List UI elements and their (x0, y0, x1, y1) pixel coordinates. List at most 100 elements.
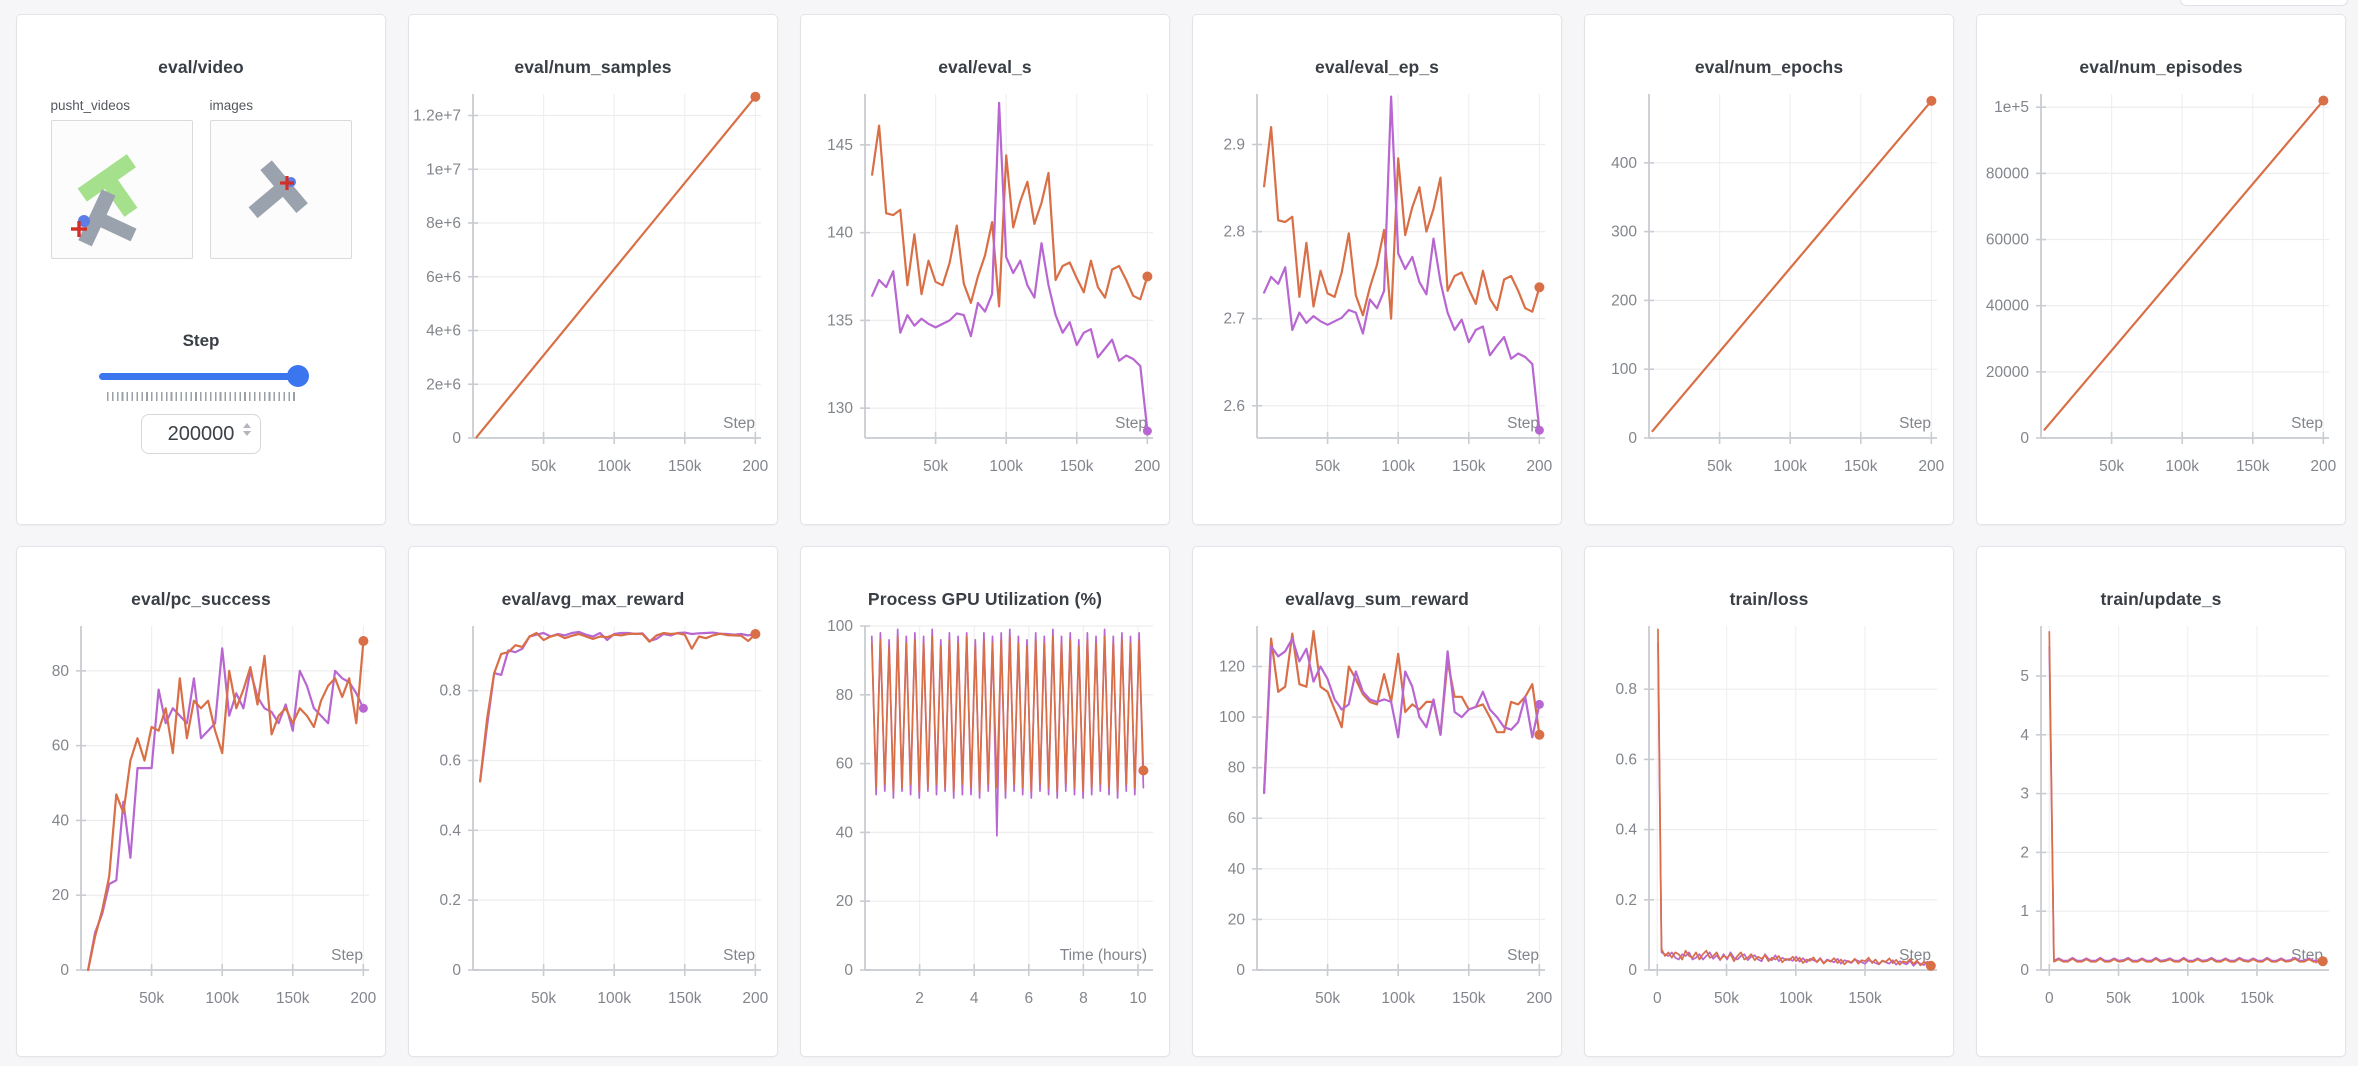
x-tick-label: 50k (1707, 458, 1732, 475)
panel-process-gpu-utilization: Process GPU Utilization (%) 0 20 40 60 80 100… (800, 546, 1170, 1057)
x-tick-label: 50k (2099, 458, 2124, 475)
series-end-dot-orange (358, 636, 369, 646)
x-tick-label: 200 (742, 990, 768, 1007)
x-tick-label: 50k (531, 990, 556, 1007)
pusht-video-thumbnail[interactable] (50, 120, 193, 259)
line-chart[interactable]: 0 20000 40000 60000 80000 1e+5 50k 100k 150k 200 S… (1977, 82, 2345, 507)
images-thumbnail[interactable] (209, 120, 352, 259)
line-chart[interactable]: 0 20 40 60 80 100 2 4 6 8 10 Time (hours) (801, 614, 1169, 1039)
y-tick-label: 20000 (1986, 364, 2029, 381)
x-axis-label: Step (723, 415, 755, 432)
y-tick-label: 8e+6 (426, 215, 461, 232)
y-tick-label: 130 (827, 400, 853, 417)
series-line-purple (478, 630, 757, 783)
chart-svg: 0 20 40 60 80 100 120 50k 100k 150k 200 Step (1219, 626, 1553, 1007)
chart-svg: 0 2e+6 4e+6 6e+6 8e+6 1e+7 1.2e+7 50k 100k 150k 20… (413, 91, 769, 475)
x-tick-label: 200 (1134, 458, 1160, 475)
x-tick-label: 50k (139, 990, 164, 1007)
y-tick-label: 4 (2020, 727, 2029, 744)
series-end-dot-orange (750, 91, 761, 102)
y-tick-label: 2.8 (1223, 224, 1245, 241)
y-tick-label: 40 (836, 824, 854, 841)
slider-track[interactable] (99, 373, 299, 380)
y-tick-label: 0.4 (439, 822, 461, 839)
slider-handle[interactable] (287, 365, 309, 387)
y-tick-label: 40 (52, 812, 70, 829)
x-axis-label: Step (1507, 415, 1539, 432)
series-end-dot-purple (1142, 426, 1152, 436)
series-end-dot-purple (358, 703, 368, 713)
image-block-t-shape (248, 160, 308, 219)
chart-title: eval/eval_s (938, 57, 1032, 77)
chart-title: eval/pc_success (131, 589, 271, 609)
line-chart[interactable]: 0 0.2 0.4 0.6 0.8 0 50k 100k 150k Step (1585, 614, 1953, 1039)
chart-svg: 0 20 40 60 80 50k 100k 150k 200 Step (52, 626, 377, 1007)
x-tick-label: 100k (1773, 458, 1807, 475)
y-tick-label: 80 (836, 687, 854, 704)
x-tick-label: 0 (2045, 990, 2054, 1007)
line-chart[interactable]: 0 1 2 3 4 5 0 50k 100k 150k Step (1977, 614, 2345, 1039)
chart-title: eval/avg_max_reward (501, 589, 685, 609)
panel-train-update-s: train/update_s 0 1 2 3 4 5 0 50k 100k 150k Step (1976, 546, 2346, 1057)
line-chart[interactable]: 0 20 40 60 80 100 120 50k 100k 150k 200 Step (1193, 614, 1561, 1039)
panel-title: eval/video (158, 57, 244, 77)
chart-svg: 0 100 200 300 400 50k 100k 150k 200 Step (1611, 94, 1945, 475)
line-chart[interactable]: 2.6 2.7 2.8 2.9 50k 100k 150k 200 Step (1193, 82, 1561, 507)
y-tick-label: 0.2 (1615, 892, 1637, 909)
panel-eval-num-epochs: eval/num_epochs 0 100 200 300 400 50k 100k 150k… (1584, 14, 1954, 525)
y-tick-label: 1e+7 (426, 161, 461, 178)
x-axis-label: Step (1115, 415, 1147, 432)
x-tick-label: 100k (597, 458, 631, 475)
line-chart[interactable]: 0 100 200 300 400 50k 100k 150k 200 Step (1585, 82, 1953, 507)
y-tick-label: 1.2e+7 (413, 108, 461, 125)
y-tick-label: 60000 (1986, 232, 2029, 249)
x-tick-label: 100k (989, 458, 1023, 475)
y-tick-label: 200 (1611, 292, 1637, 309)
y-tick-label: 80 (52, 663, 70, 680)
y-tick-label: 0.6 (439, 752, 461, 769)
x-tick-label: 6 (1024, 990, 1033, 1007)
panel-eval-pc-success: eval/pc_success 0 20 40 60 80 50k 100k 150k 200 S… (16, 546, 386, 1057)
x-axis-label: Step (1507, 947, 1539, 964)
pusht-agent-dot (77, 215, 90, 227)
pusht-image-frame (248, 160, 308, 219)
step-input[interactable]: 200000 (141, 414, 261, 454)
x-axis-label: Step (1899, 947, 1931, 964)
series-end-dot-orange (1534, 282, 1545, 293)
step-slider-label: Step (182, 331, 220, 350)
series-end-dot-orange (1534, 729, 1545, 740)
x-tick-label: 100k (597, 990, 631, 1007)
x-tick-label: 50k (1315, 990, 1340, 1007)
x-tick-label: 150k (1452, 458, 1486, 475)
y-tick-label: 40000 (1986, 298, 2029, 315)
chart-title: eval/num_episodes (2079, 57, 2243, 77)
x-tick-label: 200 (350, 990, 376, 1007)
step-slider[interactable] (99, 365, 309, 387)
y-tick-label: 2.9 (1223, 137, 1245, 154)
series-line-purple (1657, 642, 1932, 967)
stepper-down-icon[interactable] (243, 431, 251, 436)
panel-eval-video: eval/video pusht_videos (16, 14, 386, 525)
series-line-orange (870, 124, 1149, 308)
series-end-dot-purple (1534, 699, 1544, 709)
stepper-up-icon[interactable] (243, 423, 251, 428)
media-caption: pusht_videos (50, 98, 131, 113)
y-tick-label: 100 (1611, 361, 1637, 378)
x-tick-label: 100k (205, 990, 239, 1007)
x-tick-label: 200 (1526, 458, 1552, 475)
x-tick-label: 50k (1714, 990, 1739, 1007)
panel-eval-avg-sum-reward: eval/avg_sum_reward 0 20 40 60 80 100 120 50k 10… (1192, 546, 1562, 1057)
x-tick-label: 150k (276, 990, 310, 1007)
series-line-orange (2043, 99, 2325, 431)
y-tick-label: 2e+6 (426, 376, 461, 393)
line-chart[interactable]: 0 0.2 0.4 0.6 0.8 50k 100k 150k 200 Step (409, 614, 777, 1039)
line-chart[interactable]: 0 20 40 60 80 50k 100k 150k 200 Step (17, 614, 385, 1039)
x-axis-label: Step (1899, 415, 1931, 432)
series-line-purple (1262, 637, 1541, 794)
chart-title: eval/eval_ep_s (1314, 57, 1439, 77)
x-tick-label: 200 (2310, 458, 2336, 475)
pusht-block-t-shape (77, 189, 137, 247)
stepper-buttons[interactable] (243, 423, 251, 436)
line-chart[interactable]: 0 2e+6 4e+6 6e+6 8e+6 1e+7 1.2e+7 50k 100k 150k 20… (409, 82, 777, 507)
line-chart[interactable]: 130 135 140 145 50k 100k 150k 200 Step (801, 82, 1169, 507)
